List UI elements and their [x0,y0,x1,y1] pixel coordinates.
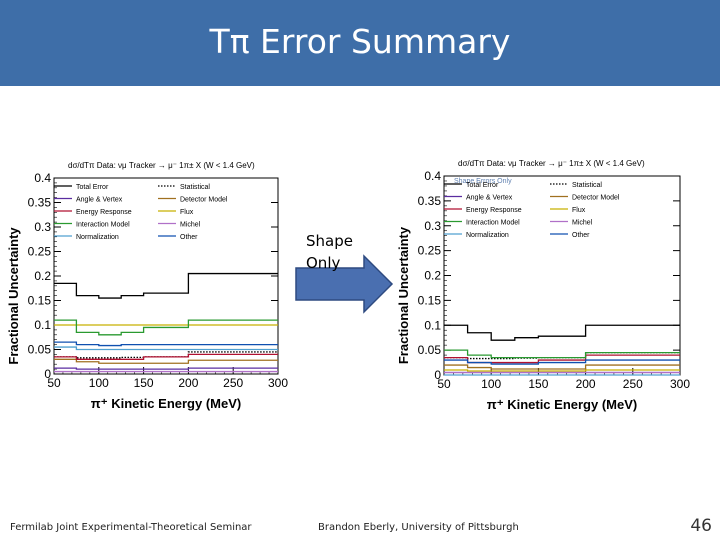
series-line-8 [54,346,278,351]
footer-left: Fermilab Joint Experimental-Theoretical … [10,522,252,533]
legend-entry: Statistical [180,184,210,191]
y-tick-label: 0.2 [424,269,441,283]
series-line-4 [54,353,278,360]
legend-entry: Flux [180,209,194,216]
y-axis-label: Fractional Uncertainty [6,227,21,365]
legend-entry: Detector Model [180,197,228,204]
legend-entry: Interaction Model [466,220,520,227]
y-tick-label: 0.05 [28,343,52,357]
legend-entry: Other [572,232,590,239]
x-tick-label: 100 [89,376,109,390]
y-tick-label: 0.3 [34,220,51,234]
legend-entry: Energy Response [466,207,522,214]
y-axis-label: Fractional Uncertainty [396,226,411,364]
y-tick-label: 0.15 [418,293,442,307]
series-line-6 [54,319,278,336]
y-tick-label: 0 [44,367,51,381]
right-chart: dσ/dTπ Data: νμ Tracker → μ⁻ 1π± X (W < … [396,159,690,412]
legend-entry: Other [180,234,198,241]
shape-only-arrow [295,254,394,314]
title-bar [0,0,720,86]
x-tick-label: 200 [178,376,198,390]
plot-frame [443,175,681,376]
series-line-6 [444,349,680,359]
y-tick-label: 0 [434,368,441,382]
series-line-5 [444,369,680,372]
x-tick-label: 300 [670,377,690,391]
chart-title: dσ/dTπ Data: νμ Tracker → μ⁻ 1π± X (W < … [458,159,645,168]
y-tick-label: 0.05 [418,343,442,357]
x-tick-label: 150 [134,376,154,390]
legend-entry: Energy Response [76,209,132,216]
legend-entry: Detector Model [572,195,620,202]
series-line-3 [54,358,278,364]
series-line-0 [54,272,278,299]
y-tick-label: 0.35 [418,194,442,208]
arrow-icon [295,254,394,314]
y-tick-label: 0.1 [424,318,441,332]
arrow-label-line1: Shape [306,232,353,250]
legend-entry: Michel [572,220,593,227]
x-axis-label: π⁺ Kinetic Energy (MeV) [91,396,241,411]
x-tick-label: 250 [623,377,643,391]
chart-title: dσ/dTπ Data: νμ Tracker → μ⁻ 1π± X (W < … [68,161,255,170]
left-chart: dσ/dTπ Data: νμ Tracker → μ⁻ 1π± X (W < … [6,161,288,411]
chart-subtitle: Shape Errors Only [454,178,512,185]
y-tick-label: 0.2 [34,269,51,283]
y-tick-label: 0.35 [28,196,52,210]
slide-title: Tπ Error Summary [209,22,511,61]
arrow-label: Shape Only [306,230,353,274]
x-tick-label: 250 [223,376,243,390]
legend-entry: Flux [572,207,586,214]
series-line-0 [444,324,680,341]
legend-entry: Normalization [76,234,119,241]
y-tick-label: 0.3 [424,219,441,233]
legend-entry: Statistical [572,182,602,189]
legend-entry: Michel [180,222,201,229]
page-number: 46 [690,516,712,536]
x-tick-label: 150 [528,377,548,391]
y-tick-label: 0.4 [34,171,51,185]
footer-center: Brandon Eberly, University of Pittsburgh [318,522,519,533]
series-line-9 [54,341,278,347]
series-line-3 [444,364,680,370]
y-tick-label: 0.25 [418,244,442,258]
series-line-9 [444,359,680,365]
legend-entry: Normalization [466,232,509,239]
x-axis-label: π⁺ Kinetic Energy (MeV) [487,397,637,412]
y-tick-label: 0.15 [28,294,52,308]
y-tick-label: 0.4 [424,169,441,183]
y-tick-label: 0.25 [28,245,52,259]
series-line-2 [54,367,278,370]
x-tick-label: 200 [576,377,596,391]
x-tick-label: 100 [481,377,501,391]
arrow-label-line2: Only [306,254,341,272]
x-tick-label: 50 [437,377,451,391]
legend-entry: Total Error [466,182,499,189]
x-tick-label: 50 [47,376,61,390]
legend-entry: Angle & Vertex [76,197,123,204]
legend-entry: Interaction Model [76,222,130,229]
legend-entry: Angle & Vertex [466,195,513,202]
legend-entry: Total Error [76,184,109,191]
x-tick-label: 300 [268,376,288,390]
y-tick-label: 0.1 [34,318,51,332]
